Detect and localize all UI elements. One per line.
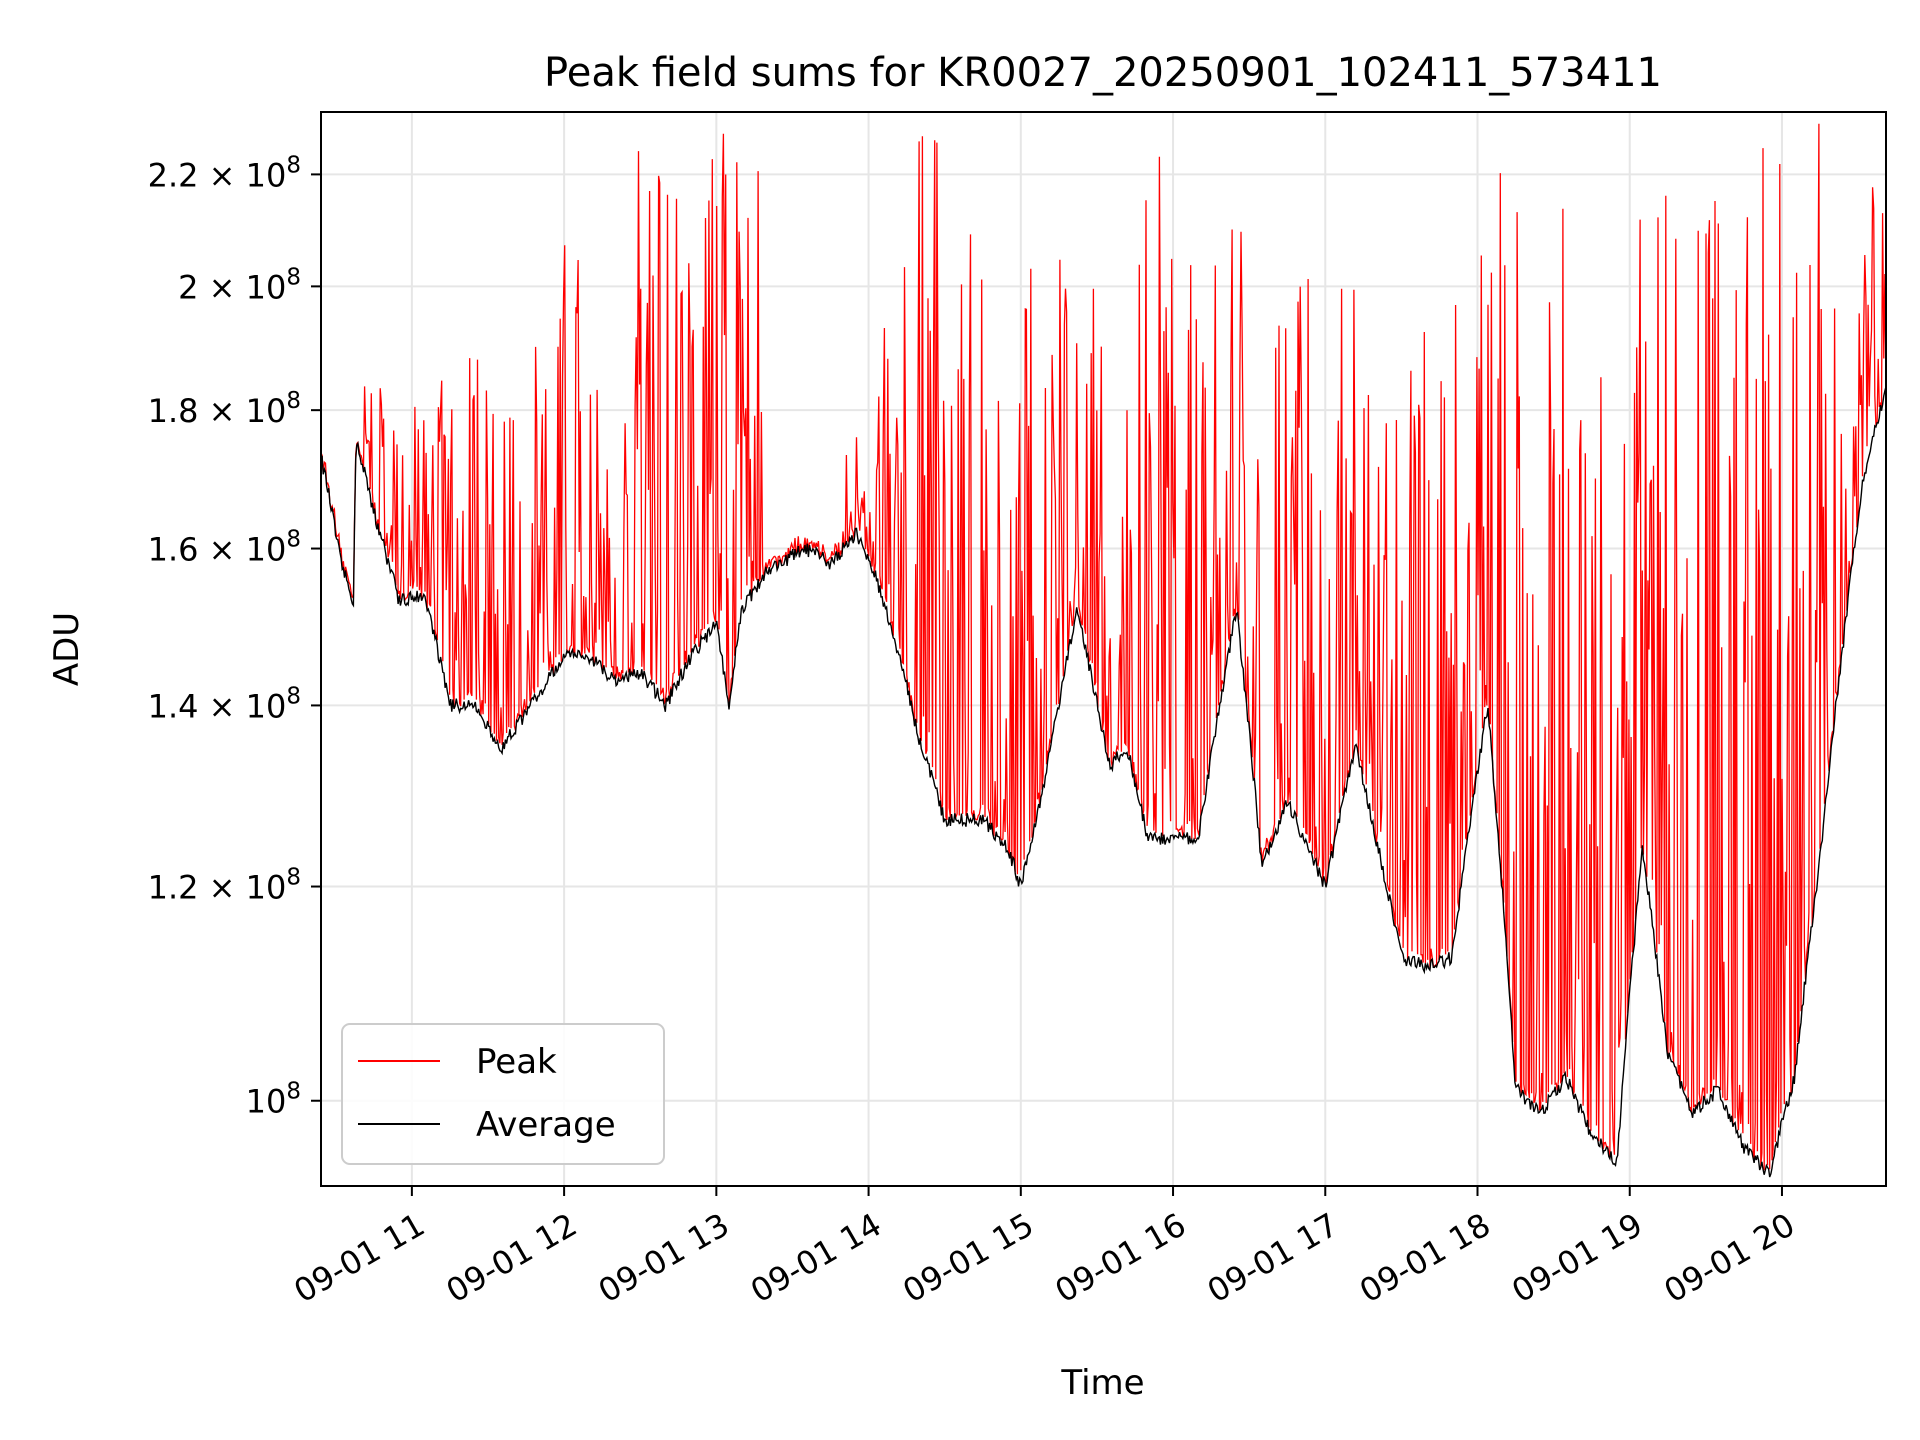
y-tick-label: 1.2 × 108 (148, 865, 301, 907)
plot-frame (320, 111, 1887, 1187)
legend: Peak Average (341, 1023, 665, 1165)
x-axis-label: Time (1060, 1363, 1144, 1403)
y-tick-label: 108 (246, 1079, 301, 1121)
y-tick-label: 1.8 × 108 (148, 388, 301, 430)
y-tick-label: 1.6 × 108 (148, 527, 301, 569)
legend-label-average: Average (476, 1105, 616, 1145)
legend-box (341, 1023, 665, 1165)
y-tick-label: 2.2 × 108 (148, 152, 301, 194)
legend-label-peak: Peak (476, 1042, 557, 1082)
y-tick-label: 1.4 × 108 (148, 683, 301, 725)
chart-title: Peak field sums for KR0027_20250901_1024… (544, 50, 1662, 96)
series-line-average (321, 386, 1886, 1178)
series-layer (321, 123, 1886, 1178)
y-axis-label: ADU (47, 612, 87, 686)
y-tick-label: 2 × 108 (178, 264, 301, 306)
y-axis: 108 1.2 × 108 1.4 × 108 1.6 × 108 1.8 × 108 2… (148, 152, 321, 1121)
series-line-peak (321, 123, 1886, 1171)
